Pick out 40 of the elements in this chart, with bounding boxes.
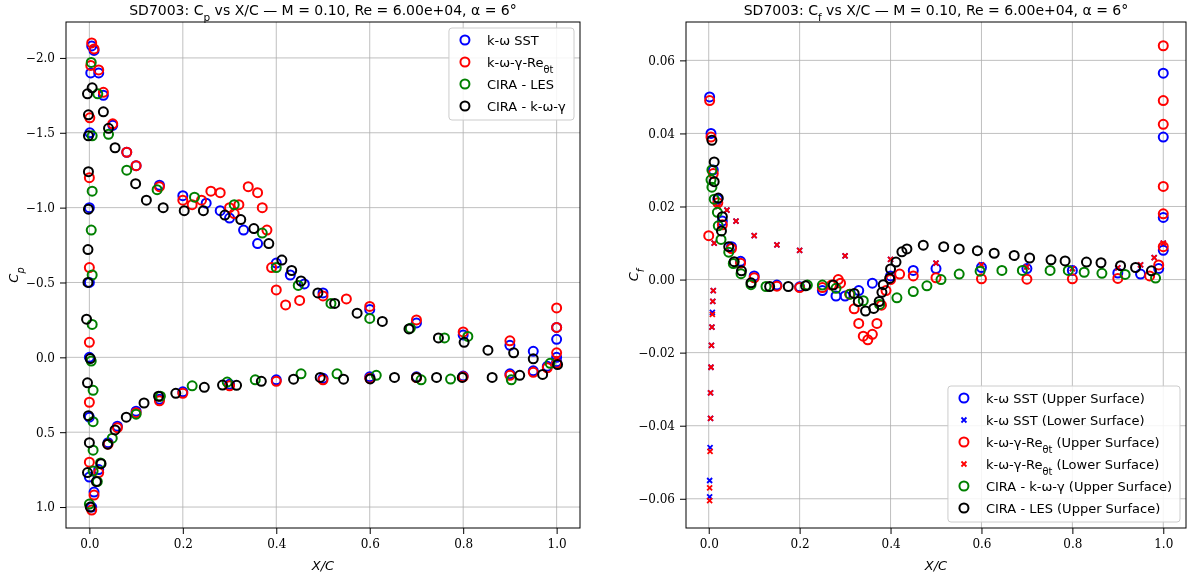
x-tick-label: 0.2 xyxy=(790,536,810,551)
legend-label: k-ω SST xyxy=(486,33,539,48)
y-tick-label: 0.02 xyxy=(648,199,675,214)
x-tick-label: 0.0 xyxy=(699,536,719,551)
chart-title: SD7003: C$_{f}$ vs X/C — M = 0.10, Re = 6.00e+04, α = 6° xyxy=(743,2,1129,23)
x-tick-label: 1.0 xyxy=(547,536,567,551)
y-tick-label: 0.00 xyxy=(648,272,675,287)
x-axis-title: X/C xyxy=(310,558,336,573)
y-tick-label: 0.06 xyxy=(648,53,675,68)
x-tick-label: 1.0 xyxy=(1154,536,1174,551)
y-tick-label: −0.02 xyxy=(638,345,675,360)
chart-title: SD7003: C$_{p}$ vs X/C — M = 0.10, Re = 6.00e+04, α = 6° xyxy=(129,2,517,23)
x-tick-label: 0.8 xyxy=(1063,536,1083,551)
y-tick-label: −1.5 xyxy=(25,126,55,141)
legend-label: CIRA - k-ω-γ xyxy=(486,99,566,114)
y-tick-label: −0.04 xyxy=(638,419,676,434)
legend-label: k-ω SST (Lower Surface) xyxy=(985,413,1145,428)
legend-label: CIRA - k-ω-γ (Upper Surface) xyxy=(985,479,1172,494)
x-axis-title: X/C xyxy=(923,558,949,573)
y-tick-label: −1.0 xyxy=(25,200,55,215)
x-tick-label: 0.0 xyxy=(80,536,100,551)
x-tick-label: 0.4 xyxy=(881,536,901,551)
y-tick-label: 0.0 xyxy=(35,350,55,365)
x-tick-label: 0.2 xyxy=(173,536,193,551)
legend-label: k-ω SST (Upper Surface) xyxy=(985,391,1145,406)
x-tick-label: 0.6 xyxy=(972,536,992,551)
y-tick-label: 0.5 xyxy=(35,425,55,440)
y-tick-label: 1.0 xyxy=(35,500,55,515)
legend-label: k-ω-γ-Re$_{θt}$ xyxy=(486,55,554,75)
legend-label: CIRA - LES (Upper Surface) xyxy=(985,501,1161,516)
legend-label: k-ω-γ-Re$_{θt}$ (Lower Surface) xyxy=(985,457,1160,477)
y-tick-label: −0.06 xyxy=(638,492,675,507)
x-tick-label: 0.6 xyxy=(360,536,380,551)
legend-label: k-ω-γ-Re$_{θt}$ (Upper Surface) xyxy=(985,435,1160,455)
x-tick-label: 0.4 xyxy=(267,536,287,551)
legend-label: CIRA - LES xyxy=(486,77,554,92)
y-tick-label: −0.5 xyxy=(25,275,55,290)
x-tick-label: 0.8 xyxy=(454,536,474,551)
y-tick-label: −2.0 xyxy=(25,51,55,66)
y-tick-label: 0.04 xyxy=(648,126,676,141)
